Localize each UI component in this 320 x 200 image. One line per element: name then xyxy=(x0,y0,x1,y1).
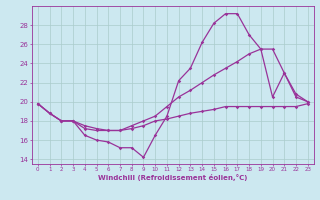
X-axis label: Windchill (Refroidissement éolien,°C): Windchill (Refroidissement éolien,°C) xyxy=(98,174,247,181)
